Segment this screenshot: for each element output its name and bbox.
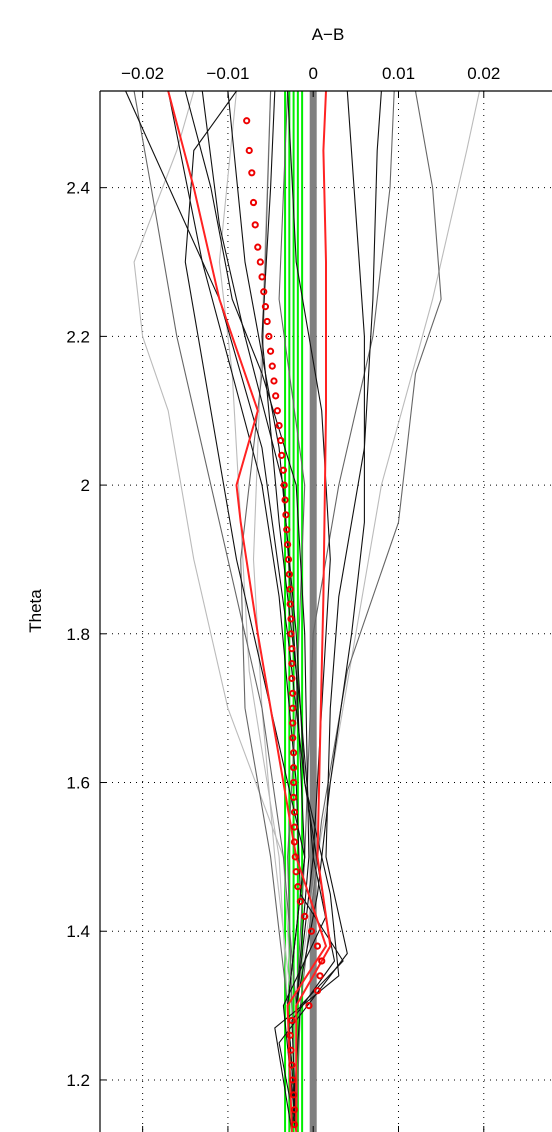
data-point-marker	[290, 808, 299, 816]
data-point-marker	[245, 146, 253, 155]
series-line	[133, 91, 297, 1132]
series-line	[278, 91, 382, 1132]
data-point-marker	[289, 764, 298, 772]
data-point-marker	[254, 243, 262, 251]
data-point-marker	[286, 1031, 294, 1039]
data-point-marker	[270, 377, 278, 385]
data-point-marker	[289, 1091, 298, 1099]
data-point-marker	[289, 778, 298, 787]
data-point-marker	[290, 1106, 299, 1114]
data-point-marker	[288, 659, 296, 668]
data-point-marker	[289, 749, 298, 757]
data-point-marker	[313, 987, 322, 995]
series-line	[287, 91, 331, 1132]
data-point-marker	[280, 481, 288, 489]
data-point-marker	[287, 1046, 295, 1054]
series-line	[295, 91, 395, 1132]
data-point-marker	[283, 526, 291, 534]
series-line	[295, 91, 481, 1132]
data-point-marker	[289, 704, 297, 712]
data-point-marker	[273, 407, 281, 415]
data-point-marker	[272, 392, 280, 400]
data-point-marker	[281, 496, 289, 504]
y-tick-label: 1.8	[66, 625, 90, 644]
series-line	[295, 91, 332, 1132]
data-point-marker	[275, 422, 283, 430]
y-tick-label: 1.4	[66, 922, 90, 941]
data-point-marker	[258, 273, 266, 281]
data-point-marker	[265, 332, 273, 340]
data-point-marker	[284, 555, 293, 564]
data-point-marker	[278, 451, 286, 459]
data-point-marker	[296, 897, 305, 906]
data-point-marker	[277, 436, 285, 445]
data-point-marker	[318, 957, 326, 965]
series-line	[201, 91, 306, 1132]
series-line	[261, 91, 336, 1132]
series-line	[184, 91, 306, 1132]
data-point-marker	[313, 942, 322, 950]
data-point-marker	[285, 570, 293, 578]
series-line	[240, 91, 297, 1132]
y-tick-label: 2	[81, 476, 90, 495]
y-tick-label: 1.2	[66, 1071, 90, 1090]
data-point-marker	[263, 317, 271, 326]
x-tick-label: −0.01	[206, 64, 249, 83]
data-point-marker	[268, 362, 276, 370]
data-point-marker	[289, 1076, 297, 1084]
data-point-marker	[256, 258, 264, 266]
data-point-marker	[294, 883, 302, 891]
data-point-marker	[266, 347, 275, 355]
data-point-marker	[307, 927, 316, 935]
data-point-marker	[248, 169, 256, 177]
data-point-marker	[243, 117, 251, 125]
series-line	[167, 91, 327, 1132]
data-point-marker	[251, 221, 259, 229]
x-axis-label: A−B	[312, 25, 345, 44]
series-lines	[125, 91, 481, 1132]
data-point-marker	[290, 1120, 299, 1129]
x-tick-label: −0.02	[121, 64, 164, 83]
data-point-marker	[286, 600, 294, 608]
series-line	[184, 91, 310, 1132]
data-point-marker	[288, 674, 296, 683]
data-point-marker	[292, 868, 300, 876]
x-tick-label: 0	[308, 64, 317, 83]
y-tick-label: 2.4	[66, 179, 90, 198]
data-point-marker	[305, 1001, 313, 1010]
data-point-marker	[261, 303, 270, 311]
data-point-marker	[288, 645, 296, 653]
data-point-marker	[249, 198, 258, 207]
data-point-marker	[286, 585, 294, 593]
data-point-marker	[279, 466, 287, 474]
tick-labels: −0.02 −0.01 0 0.01 0.02 1.2 1.4 1.6 1.8 2 2.2 2.4	[66, 64, 500, 1090]
data-point-marker	[282, 511, 290, 519]
data-point-marker	[288, 1061, 296, 1069]
data-point-marker	[289, 719, 297, 727]
x-tick-label: 0.02	[467, 64, 500, 83]
data-point-marker	[289, 734, 297, 742]
data-point-marker	[301, 912, 309, 920]
data-point-marker	[287, 630, 295, 638]
x-tick-label: 0.01	[382, 64, 415, 83]
data-point-marker	[289, 689, 297, 697]
data-point-marker	[316, 972, 324, 980]
y-tick-label: 2.2	[66, 327, 90, 346]
data-point-marker	[289, 793, 298, 801]
data-point-marker	[290, 823, 299, 831]
data-point-marker	[284, 540, 292, 549]
data-point-marker	[260, 288, 268, 296]
y-axis-label: Theta	[26, 589, 45, 633]
data-point-marker	[290, 838, 299, 846]
series-line	[133, 91, 297, 1132]
data-point-marker	[291, 853, 299, 861]
axes	[99, 90, 552, 1132]
data-point-marker	[288, 1016, 296, 1025]
data-point-marker	[287, 615, 295, 623]
y-tick-label: 1.6	[66, 774, 90, 793]
